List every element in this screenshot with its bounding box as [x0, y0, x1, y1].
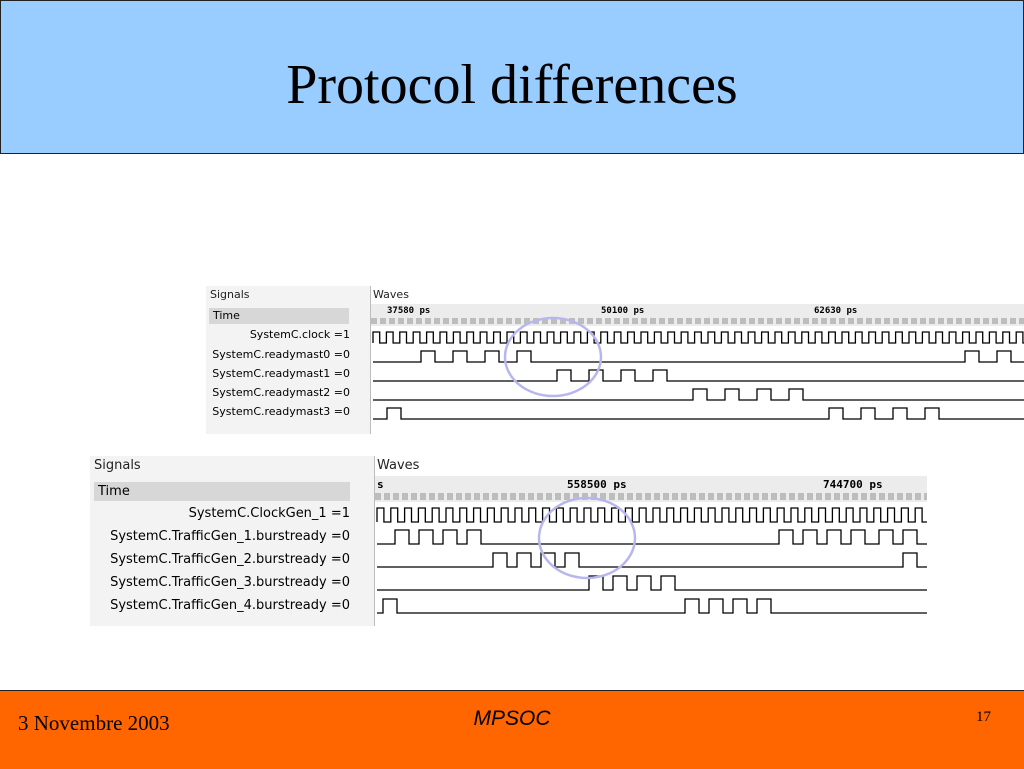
signal-waveform: [373, 388, 1024, 401]
signal-waveform: [373, 407, 1024, 420]
signal-label[interactable]: SystemC.readymast0 =0: [212, 348, 350, 361]
signals-caption: Signals: [210, 288, 250, 301]
waves-caption: Waves: [377, 458, 420, 473]
signal-label[interactable]: SystemC.TrafficGen_3.burstready =0: [110, 575, 350, 590]
time-header: Time: [209, 308, 349, 324]
signal-waveform: [373, 369, 1024, 382]
signal-label[interactable]: SystemC.readymast2 =0: [212, 386, 350, 399]
signal-label[interactable]: SystemC.TrafficGen_2.burstready =0: [110, 552, 350, 567]
signal-label[interactable]: SystemC.readymast3 =0: [212, 405, 350, 418]
ruler-ticks: [371, 318, 1024, 324]
signals-caption: Signals: [94, 458, 141, 473]
pane-splitter[interactable]: [352, 456, 374, 626]
time-label: Time: [98, 484, 130, 499]
highlight-circle-icon: [503, 316, 603, 398]
signal-label[interactable]: SystemC.readymast1 =0: [212, 367, 350, 380]
signal-waveform: [373, 350, 1024, 363]
signal-waveform: [377, 552, 927, 568]
ruler-label: 558500 ps: [567, 478, 627, 491]
signal-label[interactable]: SystemC.ClockGen_1 =1: [188, 506, 350, 521]
clock-waveform: [372, 331, 1024, 344]
time-header: Time: [94, 482, 350, 501]
signal-label[interactable]: SystemC.clock =1: [249, 328, 350, 341]
footer-title: MPSOC: [473, 707, 551, 730]
footer-date: 3 Novembre 2003: [18, 711, 170, 735]
signal-waveform: [377, 575, 927, 591]
signal-waveform: [377, 598, 927, 614]
signal-label[interactable]: SystemC.TrafficGen_4.burstready =0: [110, 598, 350, 613]
footer-bar: 3 Novembre 2003 MPSOC 17: [0, 690, 1024, 769]
time-label: Time: [213, 309, 240, 322]
title-bar: Protocol differences: [0, 0, 1024, 154]
signal-waveform: [377, 529, 927, 545]
waveform-area: [376, 496, 927, 614]
ruler-label: 50100 ps: [601, 306, 645, 316]
signals-pane: Signals Time SystemC.clock =1 SystemC.re…: [206, 286, 355, 434]
slide-title: Protocol differences: [286, 54, 738, 116]
signal-label[interactable]: SystemC.TrafficGen_1.burstready =0: [110, 529, 350, 544]
highlight-circle-icon: [537, 496, 637, 580]
page-number: 17: [976, 709, 991, 725]
ruler-label: s: [377, 478, 384, 491]
waves-caption: Waves: [373, 288, 409, 301]
ruler-label: 744700 ps: [823, 478, 883, 491]
ruler-label: 37580 ps: [387, 306, 431, 316]
pane-splitter[interactable]: [354, 286, 370, 434]
waveform-panel-1: Signals Time SystemC.clock =1 SystemC.re…: [206, 286, 1024, 434]
ruler-ticks: [375, 493, 927, 500]
ruler-label: 62630 ps: [814, 306, 858, 316]
waves-pane: Waves 37580 ps 50100 ps 62630 ps: [370, 286, 1024, 434]
time-ruler: s 558500 ps 744700 ps: [375, 476, 927, 502]
waveform-panel-2: Signals Time SystemC.ClockGen_1 =1 Syste…: [90, 456, 927, 626]
clock-waveform: [376, 507, 927, 523]
waves-pane: Waves s 558500 ps 744700 ps: [374, 456, 927, 626]
signals-pane: Signals Time SystemC.ClockGen_1 =1 Syste…: [90, 456, 353, 626]
waveform-area: [372, 316, 1024, 420]
